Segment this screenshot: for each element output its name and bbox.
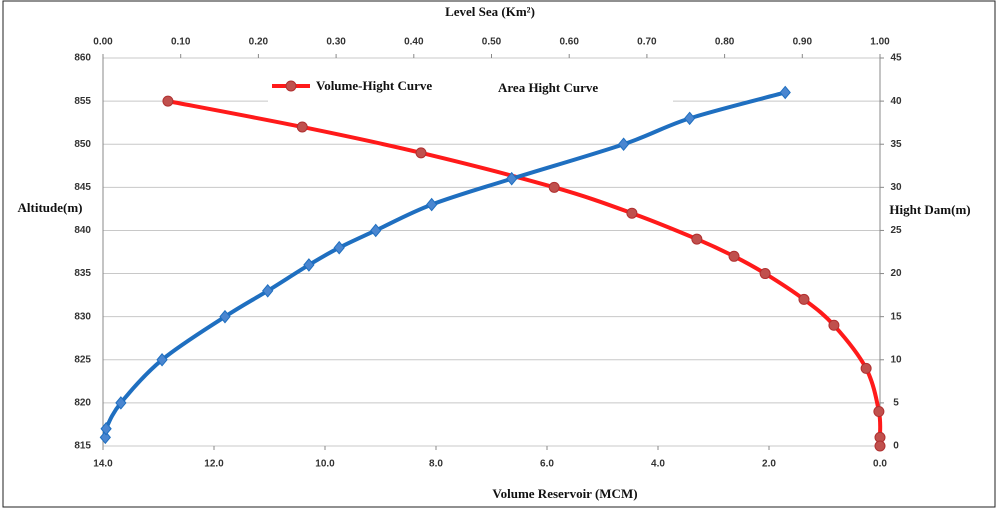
y2-tick-label: 20 (890, 268, 902, 279)
series-line (167, 99, 883, 447)
point (262, 284, 274, 298)
point (506, 171, 518, 186)
y2-tick-label: 5 (893, 398, 899, 409)
point (415, 147, 427, 159)
y-tick-label: 835 (74, 268, 91, 279)
point (115, 396, 127, 410)
point (798, 293, 810, 305)
x-tick-label: 10.0 (315, 459, 335, 470)
x2-tick-label: 0.60 (559, 37, 579, 48)
point (99, 430, 111, 445)
y2-tick-label: 30 (890, 182, 902, 193)
x2-tick-label: 0.90 (793, 37, 813, 48)
point (873, 406, 885, 418)
x2-tick-label: 0.80 (715, 37, 735, 48)
x-tick-label: 2.0 (762, 459, 776, 470)
point (691, 233, 703, 245)
x-axis-title: Volume Reservoir (MCM) (492, 486, 637, 501)
point (370, 223, 382, 238)
x-tick-label: 12.0 (204, 459, 224, 470)
x2-tick-label: 0.00 (93, 37, 113, 48)
y2-tick-label: 40 (890, 96, 902, 107)
point (156, 352, 168, 367)
y2-tick-label: 25 (890, 225, 902, 236)
point (779, 85, 791, 100)
x2-tick-label: 1.00 (870, 37, 890, 48)
y-tick-label: 860 (74, 53, 91, 64)
y2-tick-label: 45 (890, 53, 902, 64)
point (219, 309, 231, 324)
point (333, 240, 345, 255)
point (303, 258, 315, 272)
legend-box (268, 72, 673, 102)
y-tick-label: 815 (74, 441, 91, 452)
point (860, 362, 872, 374)
x-tick-label: 14.0 (93, 459, 113, 470)
x2-tick-label: 0.40 (404, 37, 424, 48)
point (426, 197, 438, 212)
x2-axis-title: Level Sea (Km²) (445, 4, 535, 19)
y-axis-title: Altitude(m) (18, 200, 83, 215)
x2-tick-label: 0.20 (249, 37, 269, 48)
x-tick-label: 4.0 (651, 459, 665, 470)
y-tick-label: 850 (74, 139, 91, 150)
legend-label: Area Hight Curve (498, 80, 598, 95)
legend-marker (285, 80, 297, 92)
x-tick-label: 6.0 (540, 459, 554, 470)
y2-tick-label: 10 (890, 354, 902, 365)
point (759, 268, 771, 280)
y2-tick-label: 35 (890, 139, 902, 150)
y2-tick-label: 15 (890, 311, 902, 322)
point (162, 95, 174, 107)
y2-axis-title: Hight Dam(m) (889, 202, 970, 217)
y-tick-label: 855 (74, 96, 91, 107)
point (683, 111, 696, 126)
point (874, 440, 886, 452)
x-tick-label: 8.0 (429, 459, 443, 470)
legend-label: Volume-Hight Curve (316, 78, 432, 93)
y-tick-label: 845 (74, 182, 91, 193)
point (617, 137, 630, 152)
point (626, 207, 638, 219)
point (296, 121, 308, 133)
point (728, 250, 740, 262)
x2-tick-label: 0.50 (482, 37, 502, 48)
x2-tick-label: 0.70 (637, 37, 657, 48)
y-tick-label: 840 (74, 225, 91, 236)
point (828, 319, 840, 331)
point (100, 421, 112, 436)
y-tick-label: 830 (74, 311, 91, 322)
y-tick-label: 825 (74, 354, 91, 365)
y-tick-label: 820 (74, 398, 91, 409)
x-tick-label: 0.0 (873, 459, 887, 470)
y2-tick-label: 0 (893, 441, 899, 452)
x2-tick-label: 0.10 (171, 37, 191, 48)
point (548, 181, 560, 193)
x2-tick-label: 0.30 (326, 37, 346, 48)
